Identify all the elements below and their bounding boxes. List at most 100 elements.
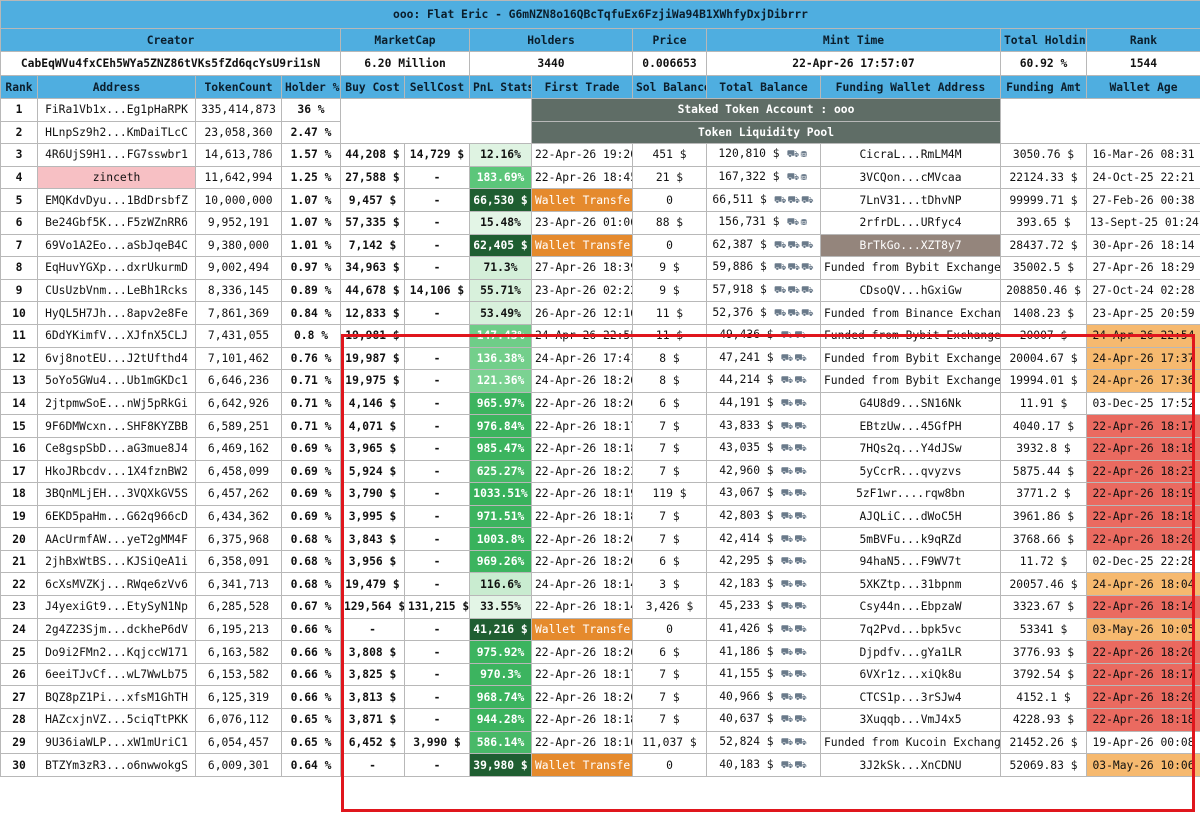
column-header-funding-amt[interactable]: Funding Amt xyxy=(1000,75,1087,99)
wallet-tool-icon[interactable]: ⛟⛟ xyxy=(773,578,808,590)
column-header-wallet-age[interactable]: Wallet Age xyxy=(1086,75,1200,99)
funding-wallet-address-link[interactable]: 7HQs2q...Y4dJSw xyxy=(820,436,1001,461)
wallet-tool-icon[interactable]: ⛟⛟ xyxy=(773,533,808,545)
wallet-tool-icon[interactable]: ⛟⛃ xyxy=(779,172,809,184)
wallet-tool-icon[interactable]: ⛟⛟ xyxy=(773,623,808,635)
wallet-tool-icon[interactable]: ⛟⛃ xyxy=(779,149,809,161)
column-header-funding-wallet-address[interactable]: Funding Wallet Address xyxy=(820,75,1001,99)
wallet-tool-icon[interactable]: ⛟⛟⛟ xyxy=(766,239,815,251)
wallet-tool-icon[interactable]: ⛟⛟ xyxy=(773,759,808,771)
address-link[interactable]: BTZYm3zR3...o6nwwokgS xyxy=(37,753,196,777)
address-link[interactable]: HkoJRbcdv...1X4fznBW2 xyxy=(37,459,196,484)
address-link[interactable]: Be24Gbf5K...F5zWZnRR6 xyxy=(37,210,196,235)
wallet-tool-icon[interactable]: ⛟⛟ xyxy=(773,669,808,681)
wallet-tool-icon[interactable]: ⛟⛟ xyxy=(773,736,808,748)
funding-wallet-address-link[interactable]: Csy44n...EbpzaW xyxy=(820,595,1001,619)
funding-wallet-address-link[interactable]: 7LnV31...tDhvNP xyxy=(820,188,1001,212)
address-link[interactable]: Ce8gspSbD...aG3mue8J4 xyxy=(37,436,196,461)
column-header-tokencount[interactable]: TokenCount xyxy=(195,75,282,99)
column-header-sol-balance[interactable]: Sol Balance xyxy=(632,75,707,99)
address-link[interactable]: AAcUrmfAW...yeT2gMM4F xyxy=(37,527,196,551)
funding-wallet-address-link[interactable]: 5mBVFu...k9qRZd xyxy=(820,527,1001,551)
address-link[interactable]: 6DdYKimfV...XJfnX5CLJ xyxy=(37,323,196,348)
address-link[interactable]: 6eeiTJvCf...wL7WwLb75 xyxy=(37,662,196,687)
wallet-tool-icon[interactable]: ⛟⛟⛟ xyxy=(766,194,815,206)
address-link[interactable]: 4R6UjS9H1...FG7sswbr1 xyxy=(37,143,196,167)
column-header-total-balance[interactable]: Total Balance xyxy=(706,75,821,99)
wallet-tool-icon[interactable]: ⛟⛟ xyxy=(773,330,808,342)
funding-wallet-address-link[interactable]: 3VCQon...cMVcaa xyxy=(820,165,1001,190)
wallet-tool-icon[interactable]: ⛟⛟ xyxy=(773,375,808,387)
address-link[interactable]: 2jtpmwSoE...nWj5pRkGi xyxy=(37,391,196,416)
wallet-tool-icon[interactable]: ⛟⛟ xyxy=(773,352,808,364)
address-link[interactable]: HLnpSz9h2...KmDaiTLcC xyxy=(37,120,196,145)
wallet-tool-icon[interactable]: ⛟⛟ xyxy=(773,510,808,522)
wallet-tool-icon[interactable]: ⛟⛟ xyxy=(773,691,808,703)
column-header-holder[interactable]: Holder % xyxy=(281,75,341,99)
column-header-rank[interactable]: Rank xyxy=(0,75,38,99)
address-link[interactable]: HyQL5H7Jh...8apv2e8Fe xyxy=(37,301,196,325)
address-link[interactable]: 2g4Z23Sjm...dckheP6dV xyxy=(37,617,196,642)
wallet-tool-icon[interactable]: ⛟⛟ xyxy=(773,398,808,410)
address-link[interactable]: FiRa1Vb1x...Eg1pHaRPK xyxy=(37,98,196,122)
address-link[interactable]: HAZcxjnVZ...5ciqTtPKK xyxy=(37,708,196,732)
funding-wallet-address-link[interactable]: 2rfrDL...URfyc4 xyxy=(820,210,1001,235)
funding-wallet-address-link[interactable]: CicraL...RmLM4M xyxy=(820,143,1001,167)
wallet-tool-icon[interactable]: ⛟⛟ xyxy=(773,601,808,613)
funding-wallet-address-link[interactable]: Funded from Bybit Exchange xyxy=(820,256,1001,280)
wallet-tool-icon[interactable]: ⛟⛟ xyxy=(773,556,808,568)
address-link[interactable]: 6cXsMVZKj...RWqe6zVv6 xyxy=(37,572,196,597)
wallet-tool-icon[interactable]: ⛟⛟ xyxy=(773,420,808,432)
funding-wallet-address-link[interactable]: 7q2Pvd...bpk5vc xyxy=(820,617,1001,642)
address-link[interactable]: 3BQnMLjEH...3VQXkGV5S xyxy=(37,482,196,506)
address-link[interactable]: zinceth xyxy=(37,165,196,190)
funding-wallet-address-link[interactable]: 5zF1wr....rqw8bn xyxy=(820,482,1001,506)
column-header-buy-cost[interactable]: Buy Cost xyxy=(340,75,405,99)
funding-wallet-address-link[interactable]: Funded from Bybit Exchange xyxy=(820,346,1001,371)
address-link[interactable]: 2jhBxWtBS...KJSiQeA1i xyxy=(37,549,196,574)
wallet-tool-icon[interactable]: ⛟⛟ xyxy=(773,443,808,455)
address-link[interactable]: 6vj8notEU...J2tUfthd4 xyxy=(37,346,196,371)
funding-wallet-address-link[interactable]: G4U8d9...SN16Nk xyxy=(820,391,1001,416)
wallet-tool-icon[interactable]: ⛟⛟ xyxy=(773,714,808,726)
funding-wallet-address-link[interactable]: Funded from Binance Exchange xyxy=(820,301,1001,325)
address-link[interactable]: 9U36iaWLP...xW1mUriC1 xyxy=(37,730,196,755)
funding-wallet-address-link[interactable]: AJQLiC...dWoC5H xyxy=(820,504,1001,529)
address-link[interactable]: 9F6DMWcxn...SHF8KYZBB xyxy=(37,414,196,438)
address-link[interactable]: CUsUzbVnm...LeBh1Rcks xyxy=(37,278,196,303)
wallet-tool-icon[interactable]: ⛟⛟ xyxy=(773,465,808,477)
address-link[interactable]: EMQKdvDyu...1BdDrsbfZ xyxy=(37,188,196,212)
funding-wallet-address-link[interactable]: EBtzUw...45GfPH xyxy=(820,414,1001,438)
funding-wallet-address-link[interactable]: Funded from Bybit Exchange xyxy=(820,369,1001,393)
funding-wallet-address-link[interactable]: 5XKZtp...31bpnm xyxy=(820,572,1001,597)
funding-wallet-address-link[interactable]: 3J2kSk...XnCDNU xyxy=(820,753,1001,777)
address-link[interactable]: EqHuvYGXp...dxrUkurmD xyxy=(37,256,196,280)
funding-wallet-address-link[interactable]: 5yCcrR...qvyzvs xyxy=(820,459,1001,484)
wallet-tool-icon[interactable]: ⛟⛟ xyxy=(773,488,808,500)
funding-wallet-address-link[interactable]: Funded from Bybit Exchange xyxy=(820,323,1001,348)
funding-wallet-address-link[interactable]: 3Xuqqb...VmJ4x5 xyxy=(820,708,1001,732)
column-header-address[interactable]: Address xyxy=(37,75,196,99)
wallet-tool-icon[interactable]: ⛟⛟⛟ xyxy=(766,285,815,297)
funding-wallet-address-link[interactable]: BrTkGo...XZT8y7 xyxy=(820,233,1001,258)
funding-wallet-address-link[interactable]: 94haN5...F9WV7t xyxy=(820,549,1001,574)
address-link[interactable]: BQZ8pZ1Pi...xfsM1GhTH xyxy=(37,685,196,710)
funding-wallet-address-link[interactable]: Funded from Kucoin Exchange xyxy=(820,730,1001,755)
column-header-first-trade[interactable]: First Trade xyxy=(531,75,633,99)
wallet-tool-icon[interactable]: ⛟⛃ xyxy=(779,217,809,229)
address-link[interactable]: 6EKD5paHm...G62q966cD xyxy=(37,504,196,529)
address-link[interactable]: 69Vo1A2Eo...aSbJqeB4C xyxy=(37,233,196,258)
column-header-pnl-stats[interactable]: PnL Stats xyxy=(469,75,532,99)
funding-wallet-address-link[interactable]: CDsoQV...hGxiGw xyxy=(820,278,1001,303)
funding-wallet-address-link[interactable]: Djpdfv...gYa1LR xyxy=(820,640,1001,664)
wallet-tool-icon[interactable]: ⛟⛟⛟ xyxy=(766,262,815,274)
creator-address[interactable]: CabEqWVu4fxCEh5WYa5ZNZ86tVKs5fZd6qcYsU9r… xyxy=(0,51,341,76)
wallet-tool-icon[interactable]: ⛟⛟ xyxy=(773,646,808,658)
address-link[interactable]: Do9i2FMn2...KqjccW171 xyxy=(37,640,196,664)
address-link[interactable]: J4yexiGt9...EtySyN1Np xyxy=(37,595,196,619)
wallet-tool-icon[interactable]: ⛟⛟⛟ xyxy=(766,307,815,319)
column-header-sellcost[interactable]: SellCost xyxy=(404,75,470,99)
funding-wallet-address-link[interactable]: CTCS1p...3rSJw4 xyxy=(820,685,1001,710)
address-link[interactable]: 5oYo5GWu4...Ub1mGKDc1 xyxy=(37,369,196,393)
funding-wallet-address-link[interactable]: 6VXr1z...xiQk8u xyxy=(820,662,1001,687)
